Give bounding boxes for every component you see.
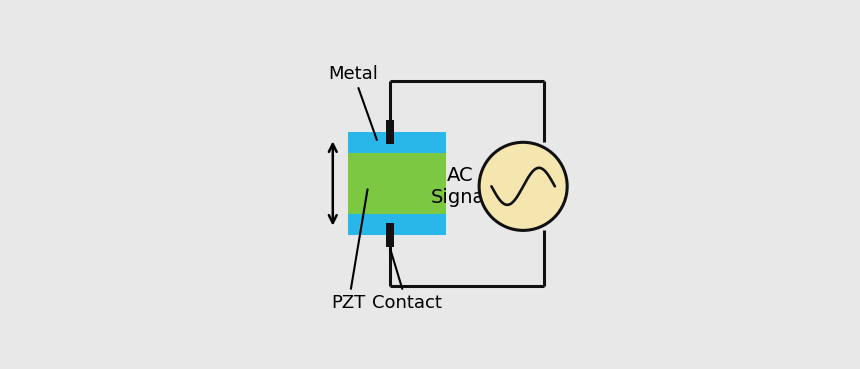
Circle shape [479, 142, 568, 230]
Bar [348, 153, 446, 214]
Bar [385, 223, 394, 247]
Text: PZT: PZT [331, 189, 367, 312]
Text: Contact: Contact [372, 249, 441, 312]
Bar [385, 120, 394, 144]
Bar [348, 214, 446, 235]
Text: AC
Signal: AC Signal [431, 166, 490, 207]
Bar [348, 132, 446, 153]
Text: Metal: Metal [329, 65, 378, 140]
